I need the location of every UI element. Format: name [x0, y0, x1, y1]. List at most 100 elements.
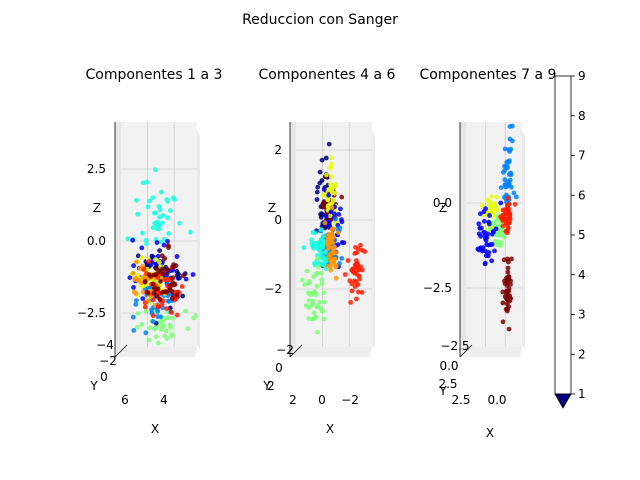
- x-tick-label: 4: [160, 393, 168, 407]
- colorbar-tick-label: 6: [578, 188, 586, 202]
- scatter-point-class-7: [331, 226, 337, 232]
- scatter-point-class-3: [508, 172, 514, 178]
- scatter-point-class-2: [488, 242, 493, 248]
- scatter-point-class-5: [495, 232, 501, 238]
- scatter-point-class-5: [322, 299, 327, 305]
- scatter-point-class-5: [304, 268, 310, 274]
- scatter-point-class-5: [139, 322, 145, 327]
- scatter-point-class-2: [131, 263, 137, 269]
- scatter-point-class-5: [152, 326, 157, 332]
- scatter-point-class-5: [317, 300, 323, 305]
- scatter-point-class-9: [160, 266, 165, 272]
- scatter-point-class-5: [311, 310, 317, 316]
- z-axis-label: Z: [439, 201, 447, 215]
- scatter-point-class-6: [328, 181, 333, 187]
- scatter-point-class-8: [502, 207, 507, 213]
- scatter-points: [300, 141, 368, 335]
- scatter-point-class-4: [320, 238, 326, 244]
- scatter-point-class-5: [313, 272, 319, 278]
- scatter-point-class-3: [502, 146, 508, 152]
- subplot-title: Componentes 4 a 6: [259, 67, 396, 83]
- scatter-point-class-5: [316, 264, 321, 270]
- scatter-point-class-5: [300, 277, 305, 283]
- scatter-point-class-8: [342, 272, 348, 277]
- scatter-point-class-8: [162, 277, 168, 282]
- scatter-point-class-4: [301, 245, 307, 251]
- z-tick-label: −2.5: [423, 281, 452, 295]
- scatter-point-class-9: [320, 204, 326, 210]
- z-tick-label: −2: [264, 282, 282, 296]
- scatter-point-class-4: [134, 197, 139, 203]
- x-tick-label: 6: [121, 393, 129, 407]
- scatter-point-class-4: [188, 229, 193, 235]
- scatter-point-class-7: [136, 278, 141, 283]
- pane-floor: [115, 347, 197, 357]
- scatter-point-class-8: [348, 300, 354, 305]
- scatter-point-class-6: [329, 190, 335, 196]
- scatter-point-class-9: [505, 278, 510, 284]
- scatter-point-class-4: [165, 215, 171, 221]
- scatter-point-class-2: [478, 233, 484, 239]
- subplot-title: Componentes 1 a 3: [86, 67, 223, 83]
- scatter-point-class-3: [506, 158, 512, 164]
- scatter-point-class-5: [146, 337, 152, 343]
- scatter-point-class-4: [145, 204, 151, 210]
- scatter-point-class-8: [502, 211, 508, 217]
- scatter-point-class-6: [487, 199, 493, 205]
- scatter-point-class-5: [492, 238, 498, 244]
- scatter-point-class-6: [157, 259, 162, 265]
- scatter-point-class-2: [140, 296, 146, 301]
- scatter-point-class-8: [359, 290, 365, 295]
- y-tick-label: −2: [99, 354, 117, 368]
- scatter-point-class-7: [131, 289, 137, 295]
- x-tick-label: −2: [341, 393, 359, 407]
- scatter-point-class-6: [491, 212, 496, 218]
- scatter-points: [125, 167, 199, 346]
- scatter-point-class-2: [155, 253, 161, 259]
- scatter-point-class-3: [507, 177, 513, 183]
- scatter-point-class-4: [312, 262, 318, 268]
- scatter-point-class-4: [125, 236, 131, 242]
- x-tick-label: 0: [318, 393, 326, 407]
- scatter-point-class-3: [339, 256, 345, 261]
- scatter-point-class-8: [506, 220, 512, 225]
- pane-floor: [290, 347, 372, 357]
- scatter-point-class-6: [494, 194, 500, 200]
- scatter-point-class-8: [349, 267, 355, 273]
- pane-right: [522, 130, 525, 349]
- x-axis-label: X: [326, 422, 334, 436]
- scatter-point-class-2: [483, 248, 488, 254]
- scatter-point-class-3: [502, 194, 507, 200]
- scatter-point-class-3: [498, 185, 504, 191]
- scatter-point-class-6: [139, 283, 145, 289]
- y-tick-label: −4: [96, 338, 114, 352]
- scatter-point-class-3: [332, 216, 338, 222]
- scatter-point-class-4: [318, 250, 324, 256]
- scatter-point-class-8: [354, 261, 360, 267]
- scatter-point-class-8: [159, 301, 165, 307]
- scatter-point-class-4: [168, 208, 173, 214]
- scatter-point-class-1: [314, 189, 320, 195]
- scatter-point-class-5: [306, 316, 312, 321]
- scatter-point-class-9: [500, 300, 506, 306]
- scatter-point-class-5: [164, 328, 169, 334]
- scatter-point-class-9: [506, 293, 512, 298]
- scatter-point-class-9: [166, 243, 171, 249]
- scatter-point-class-3: [158, 314, 164, 320]
- scatter-point-class-7: [328, 267, 334, 273]
- scatter-point-class-2: [183, 276, 189, 282]
- scatter-point-class-8: [354, 250, 360, 256]
- scatter-point-class-2: [484, 242, 490, 248]
- scatter-point-class-7: [322, 220, 328, 226]
- scatter-point-class-6: [489, 194, 495, 200]
- scatter-point-class-9: [508, 282, 513, 287]
- scatter-point-class-5: [183, 308, 189, 314]
- scatter-point-class-2: [489, 258, 494, 264]
- scatter-point-class-2: [127, 275, 133, 280]
- scatter-point-class-9: [171, 262, 177, 267]
- scatter-point-class-4: [321, 233, 327, 239]
- scatter-point-class-5: [169, 332, 175, 337]
- scatter-point-class-6: [324, 172, 329, 178]
- scatter-point-class-9: [150, 281, 156, 287]
